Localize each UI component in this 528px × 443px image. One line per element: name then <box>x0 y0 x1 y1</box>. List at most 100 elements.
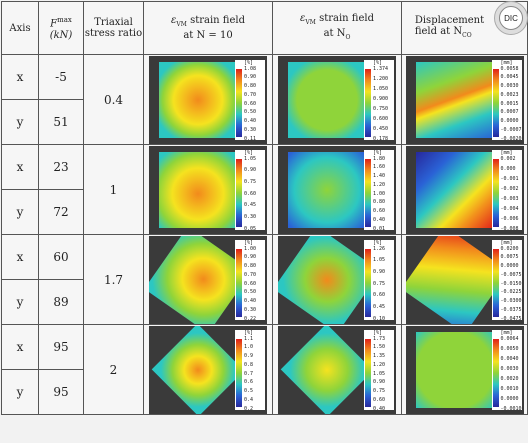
field-image-cell: [%] 1.05 0.90 0.75 0.60 0.45 0.30 0.05 <box>143 144 273 235</box>
scale-tick: 0.6 <box>244 379 254 386</box>
dic-logo: DIC <box>494 1 528 35</box>
color-scale: [%] 1.1 1.0 0.9 0.8 0.7 0.6 0.5 0.4 0.2 <box>235 329 265 412</box>
field-map: [mm] 0.002 0.000 -0.001 -0.002 -0.003 -0.004 -0… <box>405 145 524 234</box>
scale-tick: 0.80 <box>244 263 257 269</box>
scale-tick: 0.5 <box>244 388 254 394</box>
scale-tick: 0.50 <box>244 289 257 296</box>
field-image-cell: [%] 1.80 1.60 1.40 1.20 1.00 0.80 0.60 0.40 0.01 <box>272 144 402 235</box>
col3-line2-sub: CO <box>462 32 472 39</box>
scale-tick: 0.22 <box>244 315 257 322</box>
col2-text: strain field <box>315 13 374 24</box>
color-bar <box>236 68 242 137</box>
field-map: [%] 1.00 0.90 0.80 0.70 0.60 0.50 0.40 0.30 0.22 <box>149 235 267 324</box>
scale-tick: -0.004 <box>500 205 519 212</box>
color-scale: [mm] 0.0200 0.0075 0.0000 -0.0075 -0.0150 -0.0… <box>491 239 522 322</box>
header-displacement: Displacement field at NCO DIC <box>401 1 528 55</box>
scale-tick: 0.0075 <box>500 254 519 261</box>
scale-tick: 0.60 <box>244 280 257 287</box>
header-strain-no: εVM strain field at NO <box>272 1 402 55</box>
scale-tick: 0.4 <box>244 396 254 403</box>
header-axis: Axis <box>1 1 39 55</box>
color-bar <box>236 158 242 227</box>
table-row: y 89 <box>1 279 528 325</box>
color-scale: [%] 1.80 1.60 1.40 1.20 1.00 0.80 0.60 0.40 0.01 <box>364 149 394 231</box>
scale-tick: 0.70 <box>244 271 257 278</box>
scale-tick: 0.30 <box>244 306 257 313</box>
scale-tick: 0.000 <box>500 165 516 172</box>
color-scale: [%] 1.05 0.90 0.75 0.60 0.45 0.30 0.05 <box>235 149 265 232</box>
scale-tick: 0.0007 <box>500 109 519 116</box>
scale-tick: 0.90 <box>373 379 386 386</box>
scale-tick: 0.75 <box>244 178 257 185</box>
field-map: [%] 1.80 1.60 1.40 1.20 1.00 0.80 0.60 0.40 0.01 <box>278 145 396 234</box>
scale-unit: [mm] <box>500 239 513 246</box>
scale-tick: 1.050 <box>373 85 389 92</box>
scale-tick: -0.006 <box>500 215 519 222</box>
scale-tick: 0.0064 <box>500 335 519 342</box>
header-strain-n10: εVM strain field at N = 10 <box>143 1 273 55</box>
force-cell: 60 <box>38 234 84 280</box>
ratio-cell: 1.7 <box>83 234 144 325</box>
field-image-cell: [mm] 0.0064 0.0050 0.0040 0.0030 0.0020 0.0010… <box>401 324 528 415</box>
eps-symbol: ε <box>171 15 177 26</box>
scale-tick: -0.0475 <box>500 315 522 322</box>
color-scale: [%] 1.08 0.90 0.80 0.70 0.60 0.50 0.40 0.30 0.11 <box>235 59 265 141</box>
color-scale: [%] 1.73 1.50 1.35 1.20 1.05 0.90 0.75 0.60 0.40 <box>364 329 394 411</box>
scale-unit: [%] <box>244 149 254 156</box>
field-map: [%] 1.08 0.90 0.80 0.70 0.60 0.50 0.40 0.30 0.11 <box>149 55 267 144</box>
scale-unit: [%] <box>373 59 383 66</box>
scale-unit: [%] <box>244 329 254 336</box>
axis-cell: x <box>1 234 39 280</box>
scale-tick: 0.0040 <box>500 355 519 362</box>
ratio-cell: 0.4 <box>83 54 144 145</box>
scale-tick: 0.40 <box>244 298 257 304</box>
color-scale: [%] 1.26 1.05 0.90 0.75 0.60 0.45 0.10 <box>364 239 394 321</box>
scale-tick: 0.60 <box>373 208 386 214</box>
field-contour <box>288 61 366 138</box>
scale-unit: [mm] <box>500 329 513 336</box>
force-cell: 95 <box>38 369 84 415</box>
field-map: [%] 1.73 1.50 1.35 1.20 1.05 0.90 0.75 0.60 0.40 <box>278 325 396 414</box>
field-map: [mm] 0.0064 0.0050 0.0040 0.0030 0.0020 0.0010… <box>405 325 524 414</box>
scale-tick: 1.00 <box>244 245 257 252</box>
eps-symbol: ε <box>300 13 306 24</box>
field-contour <box>415 151 494 228</box>
col3-line1: Displacement <box>414 15 485 26</box>
scale-tick: 0.40 <box>373 216 386 223</box>
field-map: [%] 1.374 1.200 1.050 0.900 0.750 0.600 0.450 0.… <box>278 55 396 144</box>
scale-tick: 0.80 <box>373 199 386 206</box>
force-symbol: F <box>50 18 58 30</box>
eps-sub: VM <box>305 19 316 26</box>
color-bar <box>492 158 499 227</box>
field-contour <box>415 331 494 408</box>
scale-tick: 1.1 <box>244 335 254 342</box>
field-map: [%] 1.1 1.0 0.9 0.8 0.7 0.6 0.5 0.4 0.2 <box>149 325 267 414</box>
color-scale: [mm] 0.002 0.000 -0.001 -0.002 -0.003 -0.004 -0… <box>491 149 522 231</box>
scale-tick: 1.20 <box>373 181 386 188</box>
scale-tick: -0.0010 <box>500 405 522 412</box>
scale-unit: [%] <box>373 329 383 336</box>
axis-cell: x <box>1 54 39 100</box>
scale-tick: 0.45 <box>244 202 257 209</box>
color-bar <box>492 248 499 317</box>
scale-unit: [%] <box>373 239 383 246</box>
scale-tick: -0.0007 <box>500 126 522 133</box>
scale-tick: 0.0015 <box>500 100 519 107</box>
field-image-cell: [%] 1.1 1.0 0.9 0.8 0.7 0.6 0.5 0.4 0.2 <box>143 324 273 415</box>
scale-tick: 0.60 <box>373 396 386 403</box>
scale-tick: 0.7 <box>244 370 254 377</box>
col2-cycle: at N <box>323 28 346 39</box>
field-contour <box>415 61 494 138</box>
scale-tick: 0.2 <box>244 405 254 412</box>
scale-tick: 0.30 <box>244 213 257 220</box>
scale-tick: 0.05 <box>244 225 257 232</box>
scale-tick: 0.60 <box>244 190 257 197</box>
scale-tick: 0.0000 <box>500 263 519 269</box>
scale-tick: 1.0 <box>244 344 254 351</box>
table-row: x 60 1.7 [%] 1.00 0.90 0.80 0.70 0.60 0.50 0.40 0.3… <box>1 234 528 325</box>
scale-tick: 0.0000 <box>500 118 519 124</box>
results-table: Axis Fmax (kN) Triaxial stress ratio εVM… <box>1 1 528 415</box>
scale-unit: [%] <box>244 59 254 66</box>
color-scale: [mm] 0.0064 0.0050 0.0040 0.0030 0.0020 0.0010… <box>491 329 522 412</box>
scale-unit: [%] <box>373 149 383 156</box>
